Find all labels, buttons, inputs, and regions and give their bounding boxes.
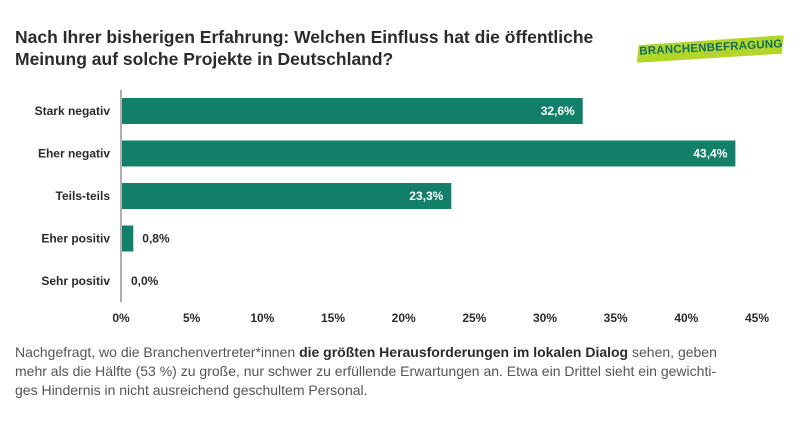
footer-line-1-start: Nachgefragt, wo die Branchenvertreter*in… — [15, 344, 300, 360]
x-tick-label: 0% — [112, 311, 130, 325]
x-tick-label: 25% — [462, 311, 486, 325]
x-tick-label: 30% — [533, 311, 557, 325]
bar — [122, 140, 736, 167]
x-tick-label: 15% — [321, 311, 345, 325]
data-label: 0,0% — [131, 274, 159, 288]
category-label: Stark negativ — [35, 104, 111, 118]
footer-text: Nachgefragt, wo die Branchenvertreter*in… — [15, 343, 790, 400]
footer-line-3: ges Hindernis in nicht ausreichend gesch… — [15, 382, 368, 398]
x-tick-label: 45% — [745, 311, 769, 325]
bar — [122, 225, 134, 252]
category-label: Eher negativ — [38, 147, 110, 161]
footer-line-1: Nachgefragt, wo die Branchenvertreter*in… — [15, 343, 790, 362]
x-tick-label: 10% — [250, 311, 274, 325]
bar — [122, 98, 583, 124]
footer-line-2: mehr als die Hälfte (53 %) zu große, nur… — [15, 363, 717, 379]
category-label: Eher positiv — [41, 232, 110, 246]
bar-chart: Stark negativ 32,6% Eher negativ 43,4% Teils… — [35, 90, 769, 325]
footer-line-1-bold: die größten Herausforderungen im lokalen… — [299, 344, 629, 360]
x-tick-label: 5% — [183, 311, 201, 325]
category-label: Sehr positiv — [41, 274, 110, 288]
data-label: 43,4% — [693, 147, 727, 161]
footer-line-1-end: sehen, geben — [628, 344, 717, 360]
data-label: 32,6% — [541, 104, 575, 118]
x-tick-label: 35% — [604, 311, 628, 325]
chart-title-line-2: Meinung auf solche Projekte in Deutschla… — [15, 49, 394, 69]
bar — [122, 183, 452, 209]
data-label: 23,3% — [409, 189, 443, 203]
category-label: Teils-teils — [56, 189, 111, 203]
x-tick-label: 20% — [392, 311, 416, 325]
chart-title: Nach Ihrer bisherigen Erfahrung: Welchen… — [15, 26, 605, 70]
chart-title-line-1: Nach Ihrer bisherigen Erfahrung: Welchen… — [15, 27, 594, 47]
data-label: 0,8% — [142, 232, 170, 246]
x-tick-label: 40% — [674, 311, 698, 325]
